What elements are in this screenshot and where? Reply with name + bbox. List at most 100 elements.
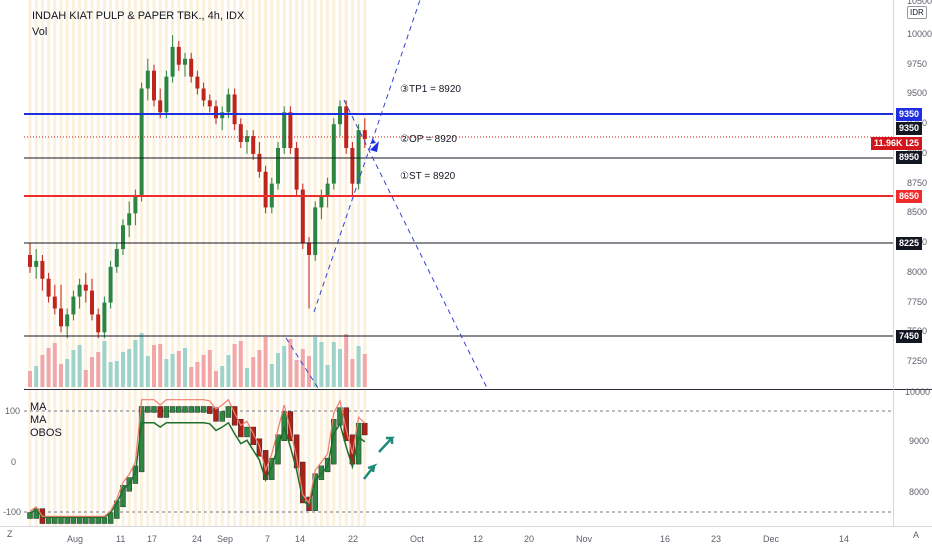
candle-body[interactable] — [251, 136, 256, 154]
candle-body[interactable] — [28, 254, 32, 267]
session-stripe — [146, 0, 150, 388]
candle-body[interactable] — [121, 225, 125, 250]
candle-body[interactable] — [139, 88, 144, 196]
ma-legend[interactable]: MA — [30, 414, 47, 426]
chart-legend: INDAH KIAT PULP & PAPER TBK., 4h, IDX Vo… — [32, 8, 244, 40]
oscillator-pane[interactable]: MA MA OBOS — [24, 389, 893, 527]
candle-body[interactable] — [102, 302, 107, 333]
oscillator-axis[interactable]: 10000 9000 8000 — [893, 387, 932, 527]
volume-bar — [121, 352, 125, 387]
candle-body[interactable] — [257, 153, 262, 172]
time-axis[interactable]: Aug 11 17 24 Sep 7 14 22 Oct 12 20 Nov 16 23 Dec 14 — [0, 526, 932, 551]
candle-body[interactable] — [201, 88, 206, 101]
candle-body[interactable] — [176, 46, 181, 65]
candle-body[interactable] — [300, 189, 305, 244]
session-stripe — [214, 390, 218, 527]
price-axis[interactable]: IDR 10500 100009750950092509000875085008… — [893, 0, 932, 388]
candle-body[interactable] — [207, 100, 212, 107]
obos-bar — [58, 517, 64, 524]
time-tick: 17 — [147, 534, 158, 544]
candle-body[interactable] — [164, 76, 169, 113]
candle-body[interactable] — [96, 314, 101, 333]
symbol-title[interactable]: INDAH KIAT PULP & PAPER TBK., 4h, IDX — [32, 10, 245, 22]
candle-body[interactable] — [294, 147, 299, 190]
oscillator-canvas[interactable] — [24, 390, 893, 527]
candle-body[interactable] — [108, 266, 113, 303]
drawing-toolbar[interactable] — [0, 0, 25, 526]
candle-body[interactable] — [282, 112, 287, 148]
price-pane[interactable]: INDAH KIAT PULP & PAPER TBK., 4h, IDX Vo… — [24, 0, 893, 388]
session-stripe — [90, 0, 94, 388]
candle-body[interactable] — [152, 70, 156, 101]
candle-body[interactable] — [338, 106, 342, 125]
candle-body[interactable] — [114, 249, 119, 267]
candle-body[interactable] — [263, 171, 268, 208]
candle-body[interactable] — [195, 76, 200, 89]
obos-bar — [269, 457, 275, 480]
session-stripe — [282, 390, 286, 527]
candle-body[interactable] — [65, 314, 70, 327]
session-stripe — [146, 390, 150, 527]
candle-body[interactable] — [40, 260, 45, 279]
candle-body[interactable] — [220, 112, 225, 119]
volume-bar — [102, 341, 107, 387]
candle-body[interactable] — [226, 94, 231, 113]
candle-body[interactable] — [325, 183, 330, 196]
candle-body[interactable] — [331, 124, 336, 184]
candle-body[interactable] — [313, 207, 318, 255]
candle-body[interactable] — [344, 106, 349, 148]
candle-body[interactable] — [362, 130, 367, 140]
candle-body[interactable] — [245, 136, 249, 143]
candle-body[interactable] — [276, 147, 280, 184]
trendline-lower[interactable] — [285, 337, 319, 388]
candle-body[interactable] — [52, 296, 57, 309]
candle-body[interactable] — [83, 284, 88, 291]
candle-body[interactable] — [214, 106, 218, 119]
volume-bar — [282, 346, 287, 387]
candle-body[interactable] — [59, 308, 63, 327]
candle-body[interactable] — [319, 195, 324, 208]
trendline-up[interactable] — [313, 0, 421, 313]
obos-legend[interactable]: OBOS — [30, 427, 62, 439]
osc-tick-100: 100 — [5, 406, 21, 416]
volume-bar — [338, 349, 342, 387]
candle-body[interactable] — [158, 100, 163, 113]
candle-body[interactable] — [34, 260, 39, 267]
candle-body[interactable] — [189, 58, 194, 77]
ma-line-salmon[interactable] — [29, 398, 366, 517]
candle-body[interactable] — [183, 58, 187, 65]
price-chart-canvas[interactable] — [24, 0, 893, 388]
auto-scale-button[interactable]: A — [913, 530, 920, 540]
volume-bar — [294, 360, 299, 387]
session-stripe — [239, 0, 243, 388]
candle-body[interactable] — [350, 147, 355, 184]
candle-body[interactable] — [145, 70, 150, 89]
session-stripe — [53, 0, 57, 388]
session-stripe — [40, 0, 44, 388]
candle-body[interactable] — [127, 213, 132, 226]
candle-body[interactable] — [307, 243, 311, 255]
candle-body[interactable] — [238, 124, 243, 143]
candle-body[interactable] — [90, 290, 94, 315]
candle-body[interactable] — [77, 284, 82, 297]
candle-body[interactable] — [288, 112, 293, 148]
candle-body[interactable] — [133, 195, 138, 214]
candle-body[interactable] — [232, 94, 237, 125]
session-stripe — [109, 0, 113, 388]
time-tick: 12 — [473, 534, 484, 544]
timezone-button[interactable]: Z — [7, 529, 13, 539]
time-tick: 20 — [524, 534, 535, 544]
obos-bar — [355, 422, 362, 465]
candle-body[interactable] — [356, 130, 361, 184]
candle-body[interactable] — [71, 296, 76, 315]
candle-body[interactable] — [170, 46, 175, 77]
ma-line-green[interactable] — [29, 421, 366, 518]
volume-legend[interactable]: Vol — [32, 26, 48, 38]
volume-bar — [114, 361, 119, 387]
candle-body[interactable] — [46, 278, 51, 297]
volume-bar — [90, 357, 94, 387]
session-stripe — [220, 390, 224, 527]
op-label: ②OP = 8920 — [400, 134, 457, 145]
ma-legend[interactable]: MA — [30, 401, 47, 413]
currency-badge[interactable]: IDR — [907, 6, 927, 19]
